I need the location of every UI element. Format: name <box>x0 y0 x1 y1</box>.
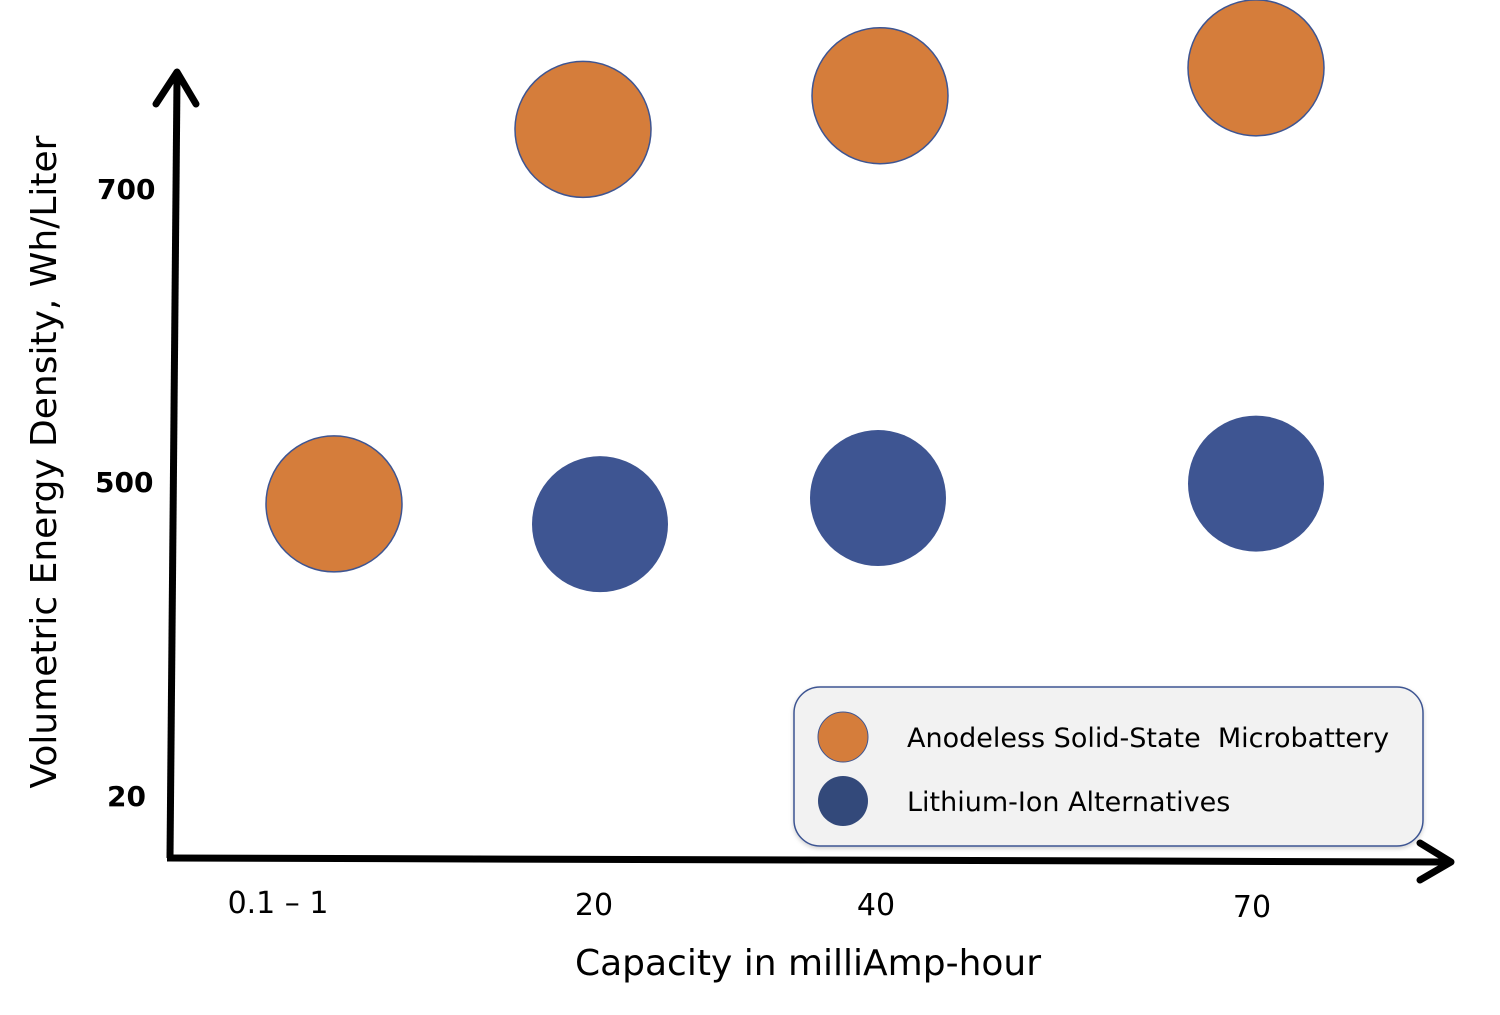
axes <box>152 68 1455 884</box>
y-axis-line <box>166 77 181 859</box>
data-points <box>265 0 1325 593</box>
data-point-anodeless <box>1187 0 1325 137</box>
x-axis-label: Capacity in milliAmp-hour <box>575 943 1041 984</box>
legend-box <box>793 686 1424 847</box>
data-point-anodeless <box>514 60 652 199</box>
x-tick-label: 0.1 – 1 <box>228 886 329 921</box>
x-tick-label: 20 <box>575 888 613 923</box>
x-axis-arrowhead <box>1416 839 1455 884</box>
x-tick-labels: 0.1 – 1 20 40 70 <box>228 886 1272 925</box>
y-tick-label: 500 <box>95 466 153 499</box>
y-axis-label: Volumetric Energy Density, Wh/Liter <box>24 135 65 788</box>
y-tick-label: 700 <box>97 173 155 206</box>
legend: Anodeless Solid-State Microbattery Lithi… <box>793 686 1424 847</box>
data-point-anodeless <box>811 26 949 165</box>
legend-label: Anodeless Solid-State Microbattery <box>907 723 1389 754</box>
data-point-lithium-ion <box>1188 415 1324 552</box>
legend-swatch-blue <box>818 776 868 826</box>
x-tick-label: 70 <box>1233 890 1271 925</box>
y-tick-label: 20 <box>107 780 146 813</box>
data-point-lithium-ion <box>810 430 946 567</box>
y-tick-labels: 700 500 20 <box>95 173 155 813</box>
data-point-lithium-ion <box>532 456 668 593</box>
y-axis-arrowhead <box>152 68 200 108</box>
x-axis-line <box>166 854 1449 866</box>
legend-swatch-orange <box>817 711 869 763</box>
legend-label: Lithium-Ion Alternatives <box>907 787 1230 818</box>
x-tick-label: 40 <box>857 888 895 923</box>
data-point-anodeless <box>265 435 403 573</box>
